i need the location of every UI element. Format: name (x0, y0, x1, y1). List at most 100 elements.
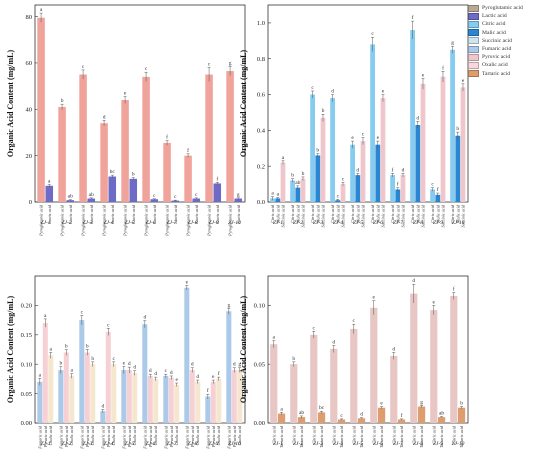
bar (450, 295, 458, 423)
significance-letter: b (86, 344, 89, 350)
legend-entry: Citric acid (468, 20, 548, 28)
bar-name-label: Oxalic acid (195, 425, 200, 445)
legend-entry: Fumaric acid (468, 45, 548, 53)
y-tick-label: 0.00 (21, 420, 32, 427)
legend-label: Citric acid (482, 21, 506, 28)
legend-swatch (468, 29, 479, 37)
bar (132, 373, 138, 423)
bar (280, 162, 286, 202)
bar-name-label: Lactic acid (194, 204, 199, 225)
bar-name-label: Citric acid (371, 425, 376, 444)
bar-name-label: Pyroglutamic acid (102, 204, 107, 237)
bar (69, 375, 75, 423)
legend-entry: Malic acid (468, 29, 548, 37)
bar (460, 87, 466, 202)
group-label: ZJ-5 (124, 220, 134, 226)
bar (37, 17, 45, 203)
bar-name-label: Oxalic acid (69, 425, 74, 445)
group-label: ZJ-3 (82, 220, 92, 226)
group-label: ZJ-1 (273, 441, 283, 447)
legend-swatch (468, 53, 479, 61)
legend-entry: Oxalic acid (468, 61, 548, 69)
y-tick-label: 0.10 (21, 361, 32, 368)
bar-name-label: Oxalic acid (132, 425, 137, 445)
significance-letter: f (401, 412, 403, 419)
y-tick-label: 0 (29, 199, 32, 206)
bar (435, 194, 441, 202)
significance-letter: c (174, 194, 177, 200)
y-axis-label: Organic Acid Content (mg/mL) (239, 296, 248, 404)
bar-name-label: Tartaric acid (459, 425, 464, 448)
bar (398, 419, 406, 423)
significance-letter: c (82, 64, 85, 70)
bar-name-label: Tartaric acid (399, 425, 404, 448)
group-label: ZJ-8 (413, 220, 423, 226)
bar (121, 370, 127, 423)
significance-letter: ab (295, 180, 300, 186)
significance-letter: f (412, 14, 414, 21)
significance-letter: a (273, 335, 276, 341)
bar (174, 384, 180, 423)
significance-letter: d (392, 346, 395, 352)
significance-letter: a (48, 179, 51, 185)
bar (184, 287, 190, 423)
bar-name-label: Pyruvic acid (64, 425, 69, 448)
significance-letter: a (282, 155, 285, 161)
significance-letter: e (212, 374, 215, 380)
bar (415, 124, 421, 202)
bar-name-label: Tartaric acid (359, 425, 364, 448)
bar (315, 155, 321, 202)
bar-name-label: Pyroglutamic acid (186, 204, 191, 237)
bar (430, 189, 435, 202)
significance-letter: f (187, 147, 189, 154)
significance-letter: d (412, 278, 415, 284)
bar (58, 370, 64, 423)
bar (105, 331, 111, 423)
bar-name-label: Oxalic acid (153, 425, 158, 445)
bar (358, 418, 366, 423)
significance-letter: c (81, 309, 84, 315)
bar (168, 377, 174, 423)
bar-name-label: Lactic acid (236, 204, 241, 225)
significance-letter: g (451, 40, 454, 46)
significance-letter: c (113, 356, 116, 362)
legend-label: Tartaric acid (482, 70, 511, 77)
significance-letter: d (143, 315, 146, 321)
y-tick-label: 60 (26, 60, 33, 67)
legend-entry: Succinic acid (468, 37, 548, 45)
bar-name-label: Malic acid (415, 204, 420, 224)
significance-letter: e (433, 299, 436, 305)
bar-name-label: Citric acid (290, 204, 295, 223)
bar-name-label: Lactic acid (89, 204, 94, 225)
bar-name-label: Citric acid (330, 204, 335, 223)
bar-name-label: Citric acid (351, 425, 356, 444)
bar-name-label: Succinic acid (320, 204, 325, 227)
y-tick-label: 0.15 (21, 332, 32, 339)
legend-label: Fumaric acid (482, 46, 512, 53)
significance-letter: b (65, 344, 68, 350)
bar-name-label: Malic acid (435, 204, 440, 224)
group-label: ZJ-9 (433, 220, 443, 226)
bar-name-label: Oxalic acid (48, 425, 53, 445)
bar (79, 74, 87, 202)
y-tick-label: 40 (26, 106, 33, 113)
bar (150, 199, 159, 202)
bar-name-label: Oxalic acid (90, 425, 95, 445)
group-label: ZJ-6 (145, 441, 155, 447)
bar (310, 94, 315, 202)
group-label: ZJ-4 (333, 440, 343, 447)
significance-letter: f (218, 370, 220, 377)
bar-name-label: Pyruvic acid (106, 425, 111, 448)
legend-label: Oxalic acid (482, 62, 508, 69)
bar (430, 310, 438, 423)
significance-letter: c (195, 192, 198, 198)
bar-name-label: Fumaric acid (226, 425, 231, 450)
bar (48, 355, 54, 423)
bar-name-label: Succinic acid (400, 204, 405, 227)
significance-letter: e (462, 78, 465, 84)
group-label: ZJ-7 (393, 220, 403, 226)
bar-name-label: Tartaric acid (319, 425, 324, 448)
group-label: ZJ-3 (313, 441, 323, 447)
bar-name-label: Citric acid (431, 425, 436, 444)
